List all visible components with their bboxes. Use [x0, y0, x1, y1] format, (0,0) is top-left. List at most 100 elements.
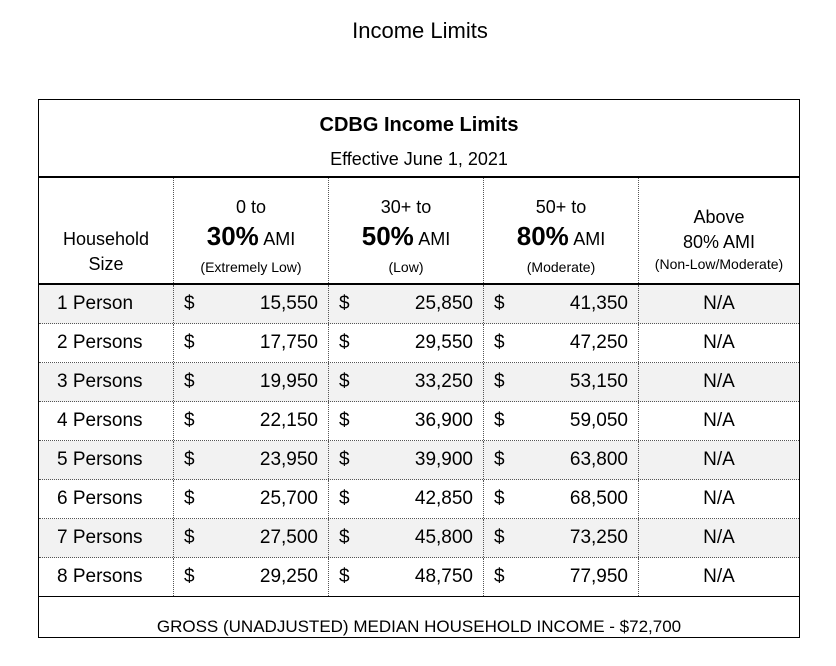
income-amount: 25,850 — [414, 293, 473, 314]
above-80-cell: N/A — [638, 558, 799, 596]
above-80-cell: N/A — [638, 402, 799, 440]
income-cell-v80: $63,800 — [483, 441, 638, 479]
income-cell-v50: $39,900 — [328, 441, 483, 479]
income-amount: 19,950 — [259, 371, 318, 392]
income-amount: 47,250 — [569, 332, 628, 353]
header-above-range: Above — [693, 207, 745, 227]
household-header-line-1: Household — [62, 229, 150, 249]
income-cell-v80: $73,250 — [483, 519, 638, 557]
income-limits-table: CDBG Income Limits Effective June 1, 202… — [38, 99, 800, 638]
header-above-80: Above 80% AMI (Non-Low/Moderate) — [638, 178, 799, 283]
above-80-cell: N/A — [638, 324, 799, 362]
income-amount: 25,700 — [259, 488, 318, 509]
income-cell-v50: $33,250 — [328, 363, 483, 401]
dollar-sign: $ — [184, 293, 195, 314]
income-amount: 63,800 — [569, 449, 628, 470]
dollar-sign: $ — [184, 527, 195, 548]
header-50-ami: 30+ to 50% AMI (Low) — [328, 178, 483, 283]
dollar-sign: $ — [339, 371, 350, 392]
income-cell-v50: $48,750 — [328, 558, 483, 596]
dollar-sign: $ — [339, 293, 350, 314]
household-size-cell: 4 Persons — [57, 410, 143, 431]
household-size-cell: 3 Persons — [57, 371, 143, 392]
header-50-range: 30+ to — [380, 197, 432, 217]
household-size-cell: 1 Person — [57, 293, 134, 314]
dollar-sign: $ — [494, 371, 505, 392]
income-amount: 17,750 — [259, 332, 318, 353]
income-amount: 53,150 — [569, 371, 628, 392]
table-body: 1 Person $15,550 $25,850 $41,350 N/A 2 Person… — [39, 285, 799, 597]
table-row: 6 Persons $25,700 $42,850 $68,500 N/A — [39, 480, 799, 519]
dollar-sign: $ — [184, 410, 195, 431]
income-amount: 45,800 — [414, 527, 473, 548]
income-amount: 59,050 — [569, 410, 628, 431]
income-amount: 42,850 — [414, 488, 473, 509]
header-above-pct: 80% AMI — [682, 232, 756, 252]
household-size-cell: 7 Persons — [57, 527, 143, 548]
income-cell-v50: $36,900 — [328, 402, 483, 440]
header-household-size: Household Size — [39, 178, 173, 283]
income-cell-v30: $27,500 — [173, 519, 328, 557]
dollar-sign: $ — [494, 332, 505, 353]
effective-date: Effective June 1, 2021 — [330, 149, 508, 169]
header-30-ami: AMI — [263, 229, 296, 249]
table-row: 4 Persons $22,150 $36,900 $59,050 N/A — [39, 402, 799, 441]
income-amount: 73,250 — [569, 527, 628, 548]
income-amount: 29,550 — [414, 332, 473, 353]
dollar-sign: $ — [494, 527, 505, 548]
dollar-sign: $ — [184, 371, 195, 392]
income-cell-v30: $29,250 — [173, 558, 328, 596]
column-headers: Household Size 0 to 30% AMI (Extremely L… — [39, 178, 799, 285]
above-80-cell: N/A — [638, 285, 799, 323]
household-size-cell: 5 Persons — [57, 449, 143, 470]
income-amount: 39,900 — [414, 449, 473, 470]
header-50-pct: 50% — [361, 221, 414, 251]
dollar-sign: $ — [339, 449, 350, 470]
table-title: CDBG Income Limits — [319, 114, 519, 136]
page-title: Income Limits — [352, 18, 488, 43]
income-amount: 27,500 — [259, 527, 318, 548]
dollar-sign: $ — [339, 410, 350, 431]
above-80-cell: N/A — [638, 441, 799, 479]
income-cell-v50: $45,800 — [328, 519, 483, 557]
header-above-note: (Non-Low/Moderate) — [654, 256, 784, 272]
dollar-sign: $ — [339, 332, 350, 353]
income-amount: 36,900 — [414, 410, 473, 431]
dollar-sign: $ — [184, 332, 195, 353]
income-cell-v50: $42,850 — [328, 480, 483, 518]
income-cell-v80: $59,050 — [483, 402, 638, 440]
income-cell-v30: $15,550 — [173, 285, 328, 323]
table-row: 7 Persons $27,500 $45,800 $73,250 N/A — [39, 519, 799, 558]
header-80-range: 50+ to — [535, 197, 587, 217]
above-80-cell: N/A — [638, 363, 799, 401]
income-cell-v30: $19,950 — [173, 363, 328, 401]
income-cell-v50: $29,550 — [328, 324, 483, 362]
income-cell-v80: $68,500 — [483, 480, 638, 518]
income-amount: 48,750 — [414, 566, 473, 587]
header-80-ami: 50+ to 80% AMI (Moderate) — [483, 178, 638, 283]
income-amount: 23,950 — [259, 449, 318, 470]
table-row: 2 Persons $17,750 $29,550 $47,250 N/A — [39, 324, 799, 363]
dollar-sign: $ — [339, 527, 350, 548]
income-cell-v80: $47,250 — [483, 324, 638, 362]
table-row: 3 Persons $19,950 $33,250 $53,150 N/A — [39, 363, 799, 402]
header-50-note: (Low) — [388, 259, 424, 275]
table-header: CDBG Income Limits Effective June 1, 202… — [39, 100, 799, 178]
dollar-sign: $ — [494, 566, 505, 587]
household-size-cell: 2 Persons — [57, 332, 143, 353]
header-30-pct: 30% — [206, 221, 259, 251]
household-header-line-2: Size — [88, 254, 124, 274]
dollar-sign: $ — [494, 488, 505, 509]
household-size-cell: 8 Persons — [57, 566, 143, 587]
income-amount: 22,150 — [259, 410, 318, 431]
dollar-sign: $ — [184, 566, 195, 587]
income-cell-v80: $77,950 — [483, 558, 638, 596]
header-80-note: (Moderate) — [526, 259, 596, 275]
income-amount: 33,250 — [414, 371, 473, 392]
header-30-note: (Extremely Low) — [200, 259, 302, 275]
income-cell-v30: $25,700 — [173, 480, 328, 518]
dollar-sign: $ — [494, 293, 505, 314]
income-amount: 15,550 — [259, 293, 318, 314]
income-amount: 68,500 — [569, 488, 628, 509]
table-row: 1 Person $15,550 $25,850 $41,350 N/A — [39, 285, 799, 324]
